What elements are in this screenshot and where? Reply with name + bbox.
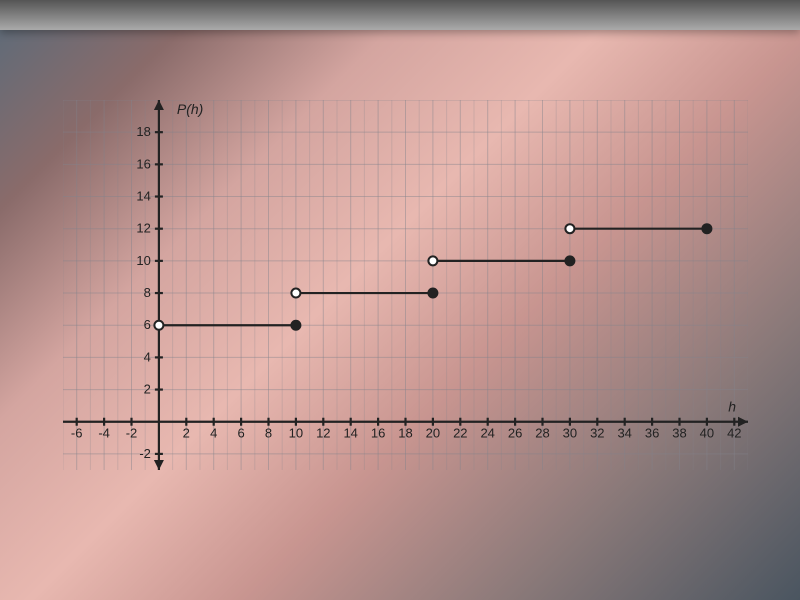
y-axis-arrow-up [154,100,164,110]
x-tick-label: -4 [98,426,110,441]
x-tick-label: 36 [645,426,659,441]
closed-point [428,289,437,298]
step-function-chart: -6-4-22468101214161820222426283032343638… [63,100,748,470]
x-tick-label: 42 [727,426,741,441]
x-axis-title: h [728,399,736,415]
y-tick-label: 18 [136,124,150,139]
x-tick-label: 14 [343,426,357,441]
x-tick-label: 26 [508,426,522,441]
closed-point [702,224,711,233]
closed-point [565,256,574,265]
x-tick-label: 32 [590,426,604,441]
y-tick-label: 6 [144,317,151,332]
y-tick-label: -2 [139,446,151,461]
x-tick-label: 30 [563,426,577,441]
x-tick-label: 4 [210,426,217,441]
x-tick-label: 8 [265,426,272,441]
y-tick-label: 14 [136,189,150,204]
y-tick-label: 8 [144,285,151,300]
x-tick-label: -6 [71,426,83,441]
open-point [154,321,163,330]
screen-bezel [0,0,800,30]
x-tick-label: 22 [453,426,467,441]
open-point [291,289,300,298]
y-tick-label: 10 [136,253,150,268]
y-axis-arrow-down [154,460,164,470]
x-tick-label: 24 [480,426,494,441]
x-tick-label: 16 [371,426,385,441]
x-tick-label: 20 [426,426,440,441]
y-axis-title: P(h) [177,101,203,117]
open-point [565,224,574,233]
x-tick-label: 10 [289,426,303,441]
open-point [428,256,437,265]
y-tick-label: 12 [136,221,150,236]
x-tick-label: 12 [316,426,330,441]
y-tick-label: 16 [136,156,150,171]
y-tick-label: 2 [144,382,151,397]
x-tick-label: 2 [183,426,190,441]
x-tick-label: 18 [398,426,412,441]
x-tick-label: 6 [237,426,244,441]
y-tick-label: 4 [144,349,151,364]
x-tick-label: 38 [672,426,686,441]
x-tick-label: 34 [617,426,631,441]
x-tick-label: 40 [700,426,714,441]
x-tick-label: 28 [535,426,549,441]
x-tick-label: -2 [126,426,138,441]
closed-point [291,321,300,330]
